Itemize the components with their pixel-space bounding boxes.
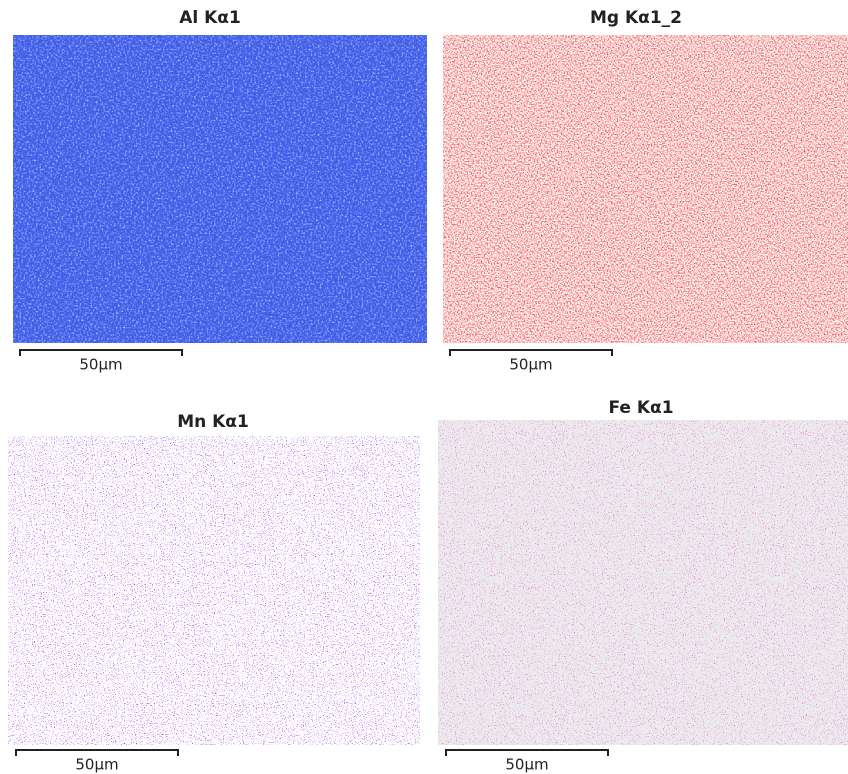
element-map (443, 35, 848, 343)
scale-label: 50µm (75, 756, 118, 774)
element-map (8, 436, 420, 745)
scale-bar (15, 749, 179, 756)
scale-label: 50µm (79, 356, 122, 374)
map-title: Al Kα1 (179, 8, 241, 28)
scale-bar (445, 749, 609, 756)
map-title: Mg Kα1_2 (590, 8, 682, 28)
scale-bar (19, 349, 183, 356)
scale-label: 50µm (509, 356, 552, 374)
element-map (13, 35, 427, 343)
element-map (438, 420, 848, 745)
map-title: Mn Kα1 (177, 412, 249, 432)
scale-label: 50µm (505, 756, 548, 774)
map-title: Fe Kα1 (608, 398, 673, 418)
scale-bar (449, 349, 613, 356)
